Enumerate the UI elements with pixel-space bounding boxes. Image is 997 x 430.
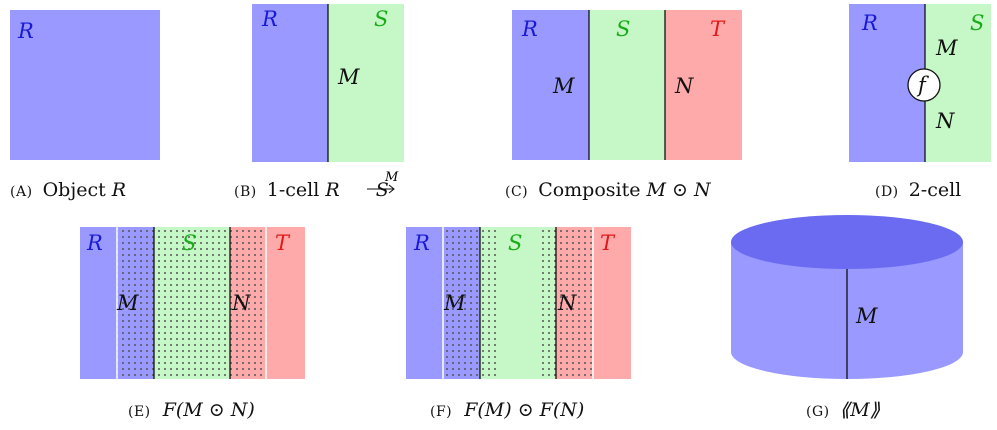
caption-b-arrow xyxy=(367,184,395,194)
caption-f-tag: (F) xyxy=(430,404,452,420)
label-m: M xyxy=(552,74,575,98)
label-m: M xyxy=(855,304,878,328)
caption-g-tag: (G) xyxy=(806,404,830,420)
caption-b-from: R xyxy=(324,179,339,201)
functor-dot-overlay-m xyxy=(443,227,498,379)
panel-trace-cylinder: M xyxy=(731,215,963,379)
panel-functor-composite: R S T M N xyxy=(80,227,305,379)
caption-f: (F) F(M) ⊙ F(N) xyxy=(430,399,584,421)
caption-a: (A) Object R xyxy=(10,179,126,201)
caption-d-text: 2-cell xyxy=(909,179,962,201)
region-r xyxy=(252,4,328,162)
label-m: M xyxy=(443,291,466,315)
caption-b-tag: (B) xyxy=(234,184,257,200)
caption-e-tag: (E) xyxy=(128,404,151,420)
node-f xyxy=(907,68,941,102)
caption-c: (C) Composite M ⊙ N xyxy=(505,179,712,201)
panel-object-r: R xyxy=(10,10,160,160)
region-r xyxy=(80,227,117,379)
caption-b-text: 1-cell xyxy=(267,179,326,201)
region-s xyxy=(589,10,665,160)
label-n: N xyxy=(935,109,955,133)
region-t xyxy=(665,10,742,160)
label-m: M xyxy=(116,291,139,315)
caption-a-tag: (A) xyxy=(10,184,33,200)
cylinder-top xyxy=(731,215,963,269)
label-n: N xyxy=(231,291,251,315)
label-r: R xyxy=(86,231,103,255)
label-r: R xyxy=(17,19,34,43)
panel-one-cell: R S M xyxy=(252,4,404,162)
label-t: T xyxy=(710,17,726,41)
caption-a-text: Object xyxy=(43,179,112,201)
caption-c-tag: (C) xyxy=(505,184,528,200)
caption-b-to: S xyxy=(376,179,389,201)
label-t: T xyxy=(275,231,291,255)
caption-g-math: ⟪M⟫ xyxy=(840,399,881,421)
region-r xyxy=(406,227,443,379)
caption-b-arrow-label: M xyxy=(384,170,399,185)
caption-c-text: Composite xyxy=(538,179,646,201)
label-f: f xyxy=(916,73,929,97)
label-t: T xyxy=(600,231,616,255)
label-s: S xyxy=(182,231,196,255)
region-t xyxy=(266,227,305,379)
label-r: R xyxy=(861,11,878,35)
label-m: M xyxy=(935,36,958,60)
label-r: R xyxy=(521,17,538,41)
caption-b: (B) 1-cell R S xyxy=(234,179,389,201)
caption-d: (D) 2-cell xyxy=(875,179,961,201)
label-s: S xyxy=(508,231,522,255)
caption-a-math: R xyxy=(111,179,126,201)
region-r xyxy=(512,10,589,160)
caption-d-tag: (D) xyxy=(875,184,899,200)
functor-dot-overlay xyxy=(117,227,266,379)
label-m: M xyxy=(337,65,360,89)
label-r: R xyxy=(261,7,278,31)
caption-f-math: F(M) ⊙ F(N) xyxy=(463,399,584,421)
label-r: R xyxy=(413,231,430,255)
region-s xyxy=(328,4,404,162)
panel-two-cell: f R S M N xyxy=(849,4,991,162)
functor-dot-overlay-n xyxy=(538,227,593,379)
caption-g: (G) ⟪M⟫ xyxy=(806,399,881,421)
panel-composite: R S T M N xyxy=(512,10,742,160)
label-n: N xyxy=(674,74,694,98)
label-s: S xyxy=(616,17,630,41)
label-s: S xyxy=(374,7,388,31)
region-t xyxy=(593,227,631,379)
caption-c-math: M ⊙ N xyxy=(646,179,712,201)
panel-composite-of-functors: R S T M N xyxy=(406,227,631,379)
region-r xyxy=(10,10,160,160)
label-s: S xyxy=(970,11,984,35)
label-n: N xyxy=(557,291,577,315)
caption-e-math: F(M ⊙ N) xyxy=(162,399,255,421)
caption-e: (E) F(M ⊙ N) xyxy=(128,399,255,421)
